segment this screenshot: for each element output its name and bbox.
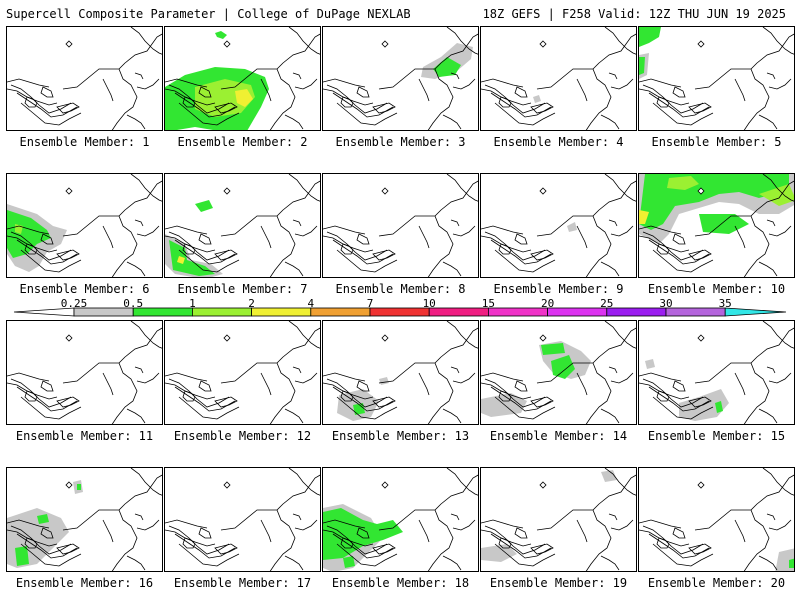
ensemble-member-map — [480, 26, 637, 131]
color-scale-segment — [606, 307, 667, 317]
ensemble-member-map — [638, 467, 795, 572]
color-scale-tick-label: 7 — [366, 297, 374, 310]
color-scale-bar — [13, 307, 787, 317]
page-title: Supercell Composite Parameter | College … — [6, 7, 411, 21]
color-scale-tick-label: 25 — [600, 297, 614, 310]
color-scale-segment — [310, 307, 371, 317]
scp-shaded-region — [37, 514, 49, 524]
ensemble-member-label: Ensemble Member: 19 — [489, 576, 628, 590]
color-scale-tick-label: 20 — [540, 297, 555, 310]
ensemble-member-label: Ensemble Member: 8 — [335, 282, 466, 296]
ensemble-member-map — [322, 173, 479, 278]
ensemble-member-label: Ensemble Member: 1 — [19, 135, 150, 149]
color-scale-segment — [487, 307, 548, 317]
scp-shaded-region — [195, 79, 255, 117]
scp-shaded-region — [177, 256, 185, 264]
scp-shaded-region — [15, 546, 29, 566]
color-scale-tick-label: 10 — [422, 297, 436, 310]
color-scale-tick-label: 1 — [189, 297, 196, 310]
ensemble-member-label: Ensemble Member: 13 — [331, 429, 470, 443]
scp-shaded-region — [639, 57, 645, 75]
scp-shaded-region — [481, 544, 517, 562]
ensemble-member-label: Ensemble Member: 12 — [173, 429, 312, 443]
scp-shaded-region — [353, 403, 365, 415]
ensemble-member-map — [164, 26, 321, 131]
ensemble-member-label: Ensemble Member: 17 — [173, 576, 312, 590]
ensemble-member-map — [6, 320, 163, 425]
scp-shaded-region — [789, 558, 794, 568]
ensemble-member-label: Ensemble Member: 9 — [493, 282, 624, 296]
ensemble-member-map — [6, 26, 163, 131]
ensemble-member-label: Ensemble Member: 7 — [177, 282, 308, 296]
ensemble-member-label: Ensemble Member: 3 — [335, 135, 466, 149]
scp-shaded-region — [235, 89, 253, 107]
ensemble-member-map — [322, 320, 479, 425]
ensemble-member-map — [480, 320, 637, 425]
scp-shaded-region — [699, 214, 749, 234]
ensemble-member-map — [322, 467, 479, 572]
color-scale-tick-label: 35 — [718, 297, 732, 310]
scp-shaded-region — [567, 222, 577, 232]
color-scale-segment — [547, 307, 608, 317]
scp-shaded-region — [645, 359, 655, 369]
ensemble-member-label: Ensemble Member: 14 — [489, 429, 628, 443]
scp-shaded-region — [215, 31, 227, 39]
color-scale-tick-label: 0.5 — [123, 297, 144, 310]
color-scale-tick-label: 15 — [481, 297, 496, 310]
scp-shaded-region — [601, 470, 617, 482]
ensemble-member-map — [480, 173, 637, 278]
ensemble-member-map — [6, 467, 163, 572]
scp-shaded-region — [77, 484, 81, 490]
color-scale-tick-label: 2 — [248, 297, 255, 310]
scp-shaded-region — [639, 27, 661, 47]
scp-shaded-region — [667, 176, 699, 190]
ensemble-member-map — [638, 26, 795, 131]
ensemble-member-map — [6, 173, 163, 278]
ensemble-member-label: Ensemble Member: 11 — [15, 429, 154, 443]
color-scale-segment — [369, 307, 430, 317]
ensemble-member-map — [638, 173, 795, 278]
color-scale-segment — [665, 307, 726, 317]
ensemble-member-label: Ensemble Member: 16 — [15, 576, 154, 590]
color-scale-right-arrow — [724, 307, 787, 317]
ensemble-member-label: Ensemble Member: 10 — [647, 282, 786, 296]
scp-shaded-region — [195, 200, 213, 212]
color-scale-segment — [251, 307, 312, 317]
scp-shaded-region — [169, 240, 215, 276]
scp-shaded-region — [379, 377, 389, 385]
ensemble-member-label: Ensemble Member: 5 — [651, 135, 782, 149]
color-scale-segment — [191, 307, 252, 317]
scp-shaded-region — [7, 210, 51, 258]
scp-shaded-region — [715, 401, 723, 413]
scp-shaded-region — [551, 355, 575, 379]
run-valid-time: 18Z GEFS | F258 Valid: 12Z THU JUN 19 20… — [482, 7, 786, 21]
ensemble-member-label: Ensemble Member: 20 — [647, 576, 786, 590]
ensemble-member-map — [164, 173, 321, 278]
ensemble-member-label: Ensemble Member: 2 — [177, 135, 308, 149]
ensemble-member-label: Ensemble Member: 15 — [647, 429, 786, 443]
scp-shaded-region — [323, 508, 403, 560]
ensemble-member-label: Ensemble Member: 6 — [19, 282, 150, 296]
ensemble-member-map — [480, 467, 637, 572]
scp-shaded-region — [533, 95, 541, 103]
color-scale-tick-label: 30 — [659, 297, 673, 310]
ensemble-member-label: Ensemble Member: 18 — [331, 576, 470, 590]
color-scale-tick-label: 0.25 — [60, 297, 88, 310]
scp-shaded-region — [433, 57, 461, 77]
color-scale-tick-label: 4 — [307, 297, 315, 310]
ensemble-member-map — [638, 320, 795, 425]
scp-shaded-region — [639, 210, 649, 224]
scp-shaded-region — [541, 343, 565, 355]
ensemble-member-map — [164, 467, 321, 572]
color-scale-segment — [428, 307, 489, 317]
scp-shaded-region — [679, 389, 729, 421]
scp-shaded-region — [343, 556, 355, 568]
ensemble-member-map — [164, 320, 321, 425]
ensemble-member-label: Ensemble Member: 4 — [493, 135, 624, 149]
ensemble-member-map — [322, 26, 479, 131]
